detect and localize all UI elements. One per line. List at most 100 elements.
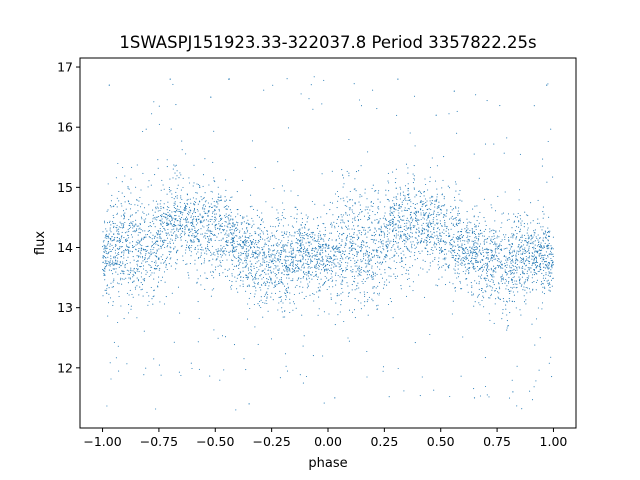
data-point — [409, 225, 411, 227]
data-point — [343, 277, 345, 279]
data-point — [363, 244, 365, 246]
data-point — [309, 267, 311, 269]
data-point — [220, 245, 222, 247]
data-point — [156, 233, 158, 235]
data-point — [374, 272, 376, 274]
data-point — [310, 261, 312, 263]
data-point — [444, 263, 446, 265]
data-point — [495, 231, 497, 233]
data-point — [126, 259, 128, 261]
data-point — [340, 254, 342, 256]
data-point — [234, 251, 236, 253]
data-point — [507, 289, 509, 291]
data-point — [106, 284, 109, 286]
data-point — [544, 254, 546, 256]
data-point — [299, 245, 301, 247]
data-point — [430, 249, 432, 251]
data-point — [140, 253, 142, 255]
data-point — [159, 235, 161, 237]
data-point — [301, 266, 303, 268]
data-point — [122, 261, 124, 263]
data-point — [233, 242, 235, 244]
data-point — [284, 250, 286, 252]
data-point — [396, 261, 398, 264]
data-point — [315, 248, 317, 250]
data-point — [307, 237, 309, 239]
data-point — [520, 224, 522, 226]
data-point — [166, 237, 169, 239]
data-point — [377, 198, 379, 200]
data-point — [334, 258, 336, 260]
data-point — [527, 234, 529, 236]
data-point — [552, 264, 554, 266]
data-point — [519, 238, 521, 240]
data-point — [307, 229, 309, 231]
data-point — [289, 292, 291, 294]
data-point — [520, 285, 522, 287]
data-point — [521, 276, 523, 278]
data-point — [153, 261, 156, 263]
data-point — [300, 251, 303, 253]
data-point — [214, 234, 216, 237]
data-point — [119, 240, 121, 242]
data-point — [116, 236, 118, 238]
data-point — [550, 252, 552, 254]
data-point — [138, 294, 140, 296]
data-point — [416, 219, 418, 221]
data-point — [308, 253, 310, 255]
data-point — [128, 250, 130, 252]
data-point — [324, 249, 326, 251]
data-point — [548, 289, 550, 291]
data-point — [250, 292, 252, 295]
data-point — [266, 280, 268, 282]
data-point — [353, 242, 355, 244]
data-point — [475, 261, 477, 264]
data-point — [197, 222, 199, 224]
data-point — [372, 234, 374, 237]
data-point — [200, 220, 202, 222]
data-point — [302, 244, 304, 246]
data-point — [550, 269, 552, 271]
data-point — [224, 221, 226, 223]
data-point — [501, 275, 503, 278]
data-point — [392, 220, 394, 222]
data-point — [525, 265, 527, 267]
data-point — [473, 251, 475, 253]
data-point — [279, 290, 281, 292]
data-point — [213, 180, 215, 182]
data-point — [293, 293, 295, 296]
data-point — [254, 253, 256, 255]
data-point — [158, 230, 160, 232]
data-point — [105, 245, 107, 247]
data-point — [303, 273, 306, 275]
data-point — [505, 259, 507, 261]
data-point — [352, 268, 354, 271]
data-point — [116, 212, 118, 214]
data-point — [431, 202, 433, 205]
data-point — [513, 221, 515, 223]
data-point — [128, 294, 130, 296]
data-point — [392, 221, 394, 223]
data-point — [527, 249, 530, 251]
data-point — [377, 205, 379, 208]
data-point — [261, 249, 264, 251]
data-point — [494, 250, 496, 252]
data-point — [163, 188, 165, 190]
data-point — [128, 304, 130, 306]
data-point — [305, 262, 307, 264]
data-point — [279, 249, 282, 252]
data-point — [392, 229, 394, 231]
data-point — [282, 302, 284, 304]
data-point — [271, 292, 273, 294]
data-point — [317, 239, 319, 241]
data-point — [510, 290, 512, 292]
data-point — [455, 245, 457, 247]
data-point — [173, 202, 175, 204]
data-point — [367, 277, 369, 279]
data-point — [370, 275, 372, 277]
data-point — [150, 184, 152, 186]
data-point — [416, 239, 419, 241]
data-point — [360, 274, 362, 277]
data-point — [267, 265, 270, 267]
data-point — [531, 258, 533, 260]
